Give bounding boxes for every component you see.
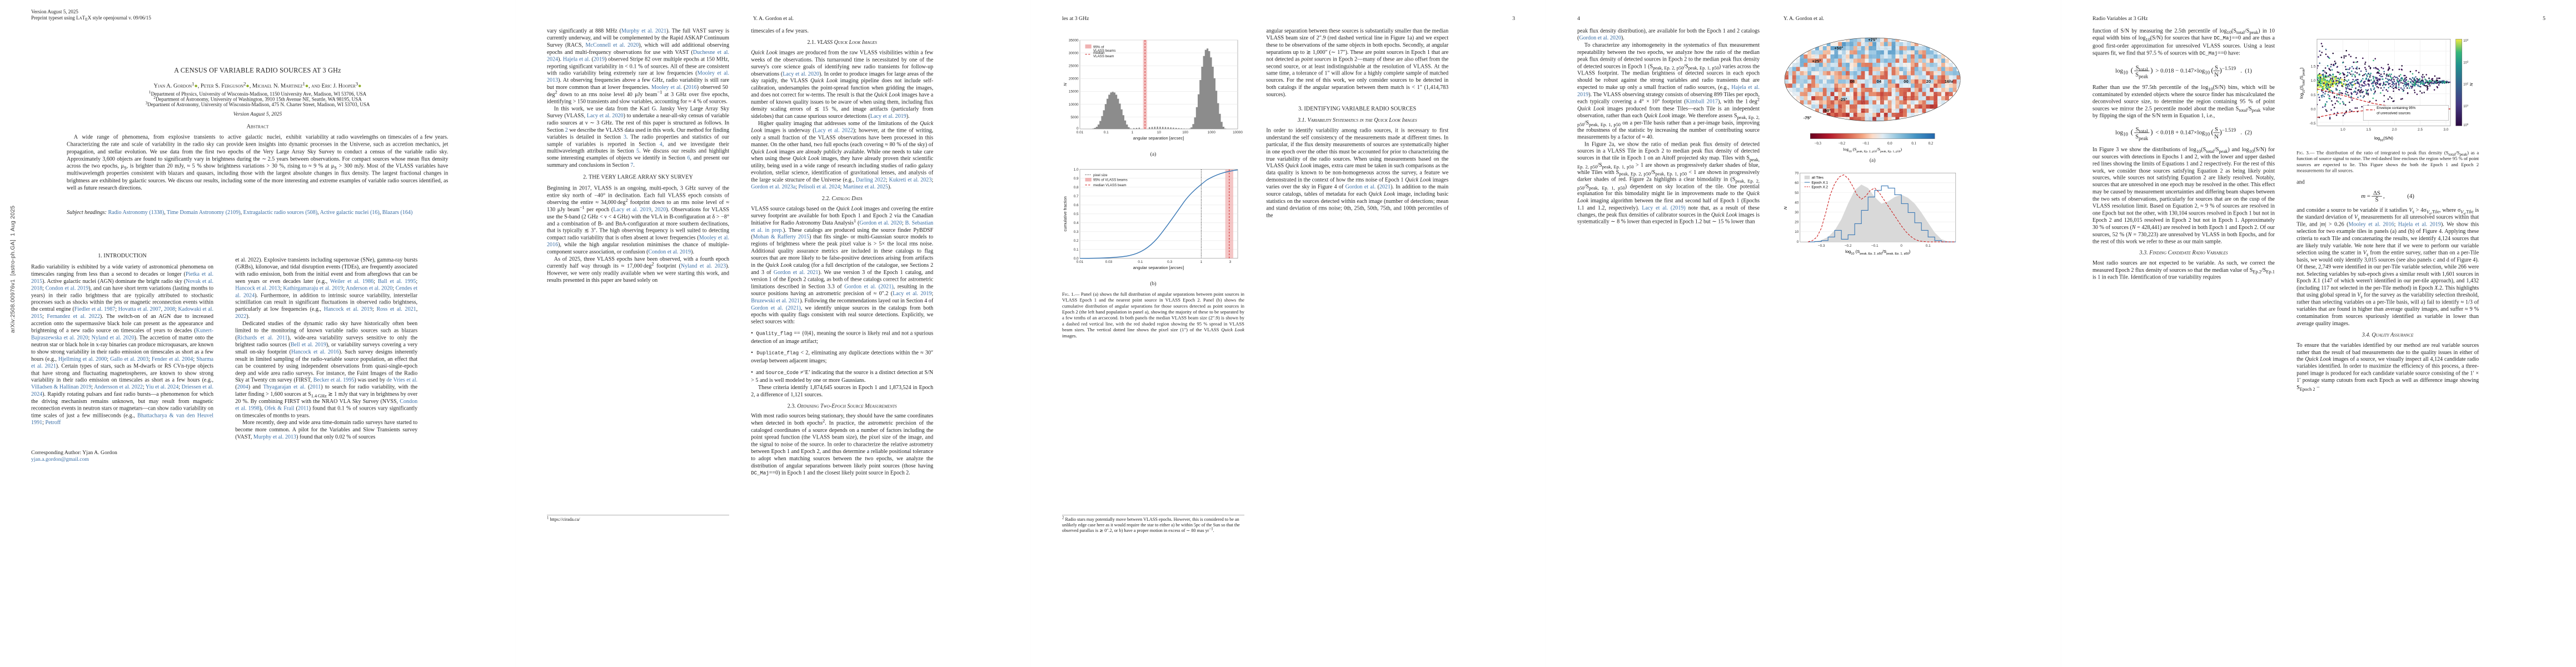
svg-text:0.3: 0.3 (1167, 260, 1172, 264)
svg-text:1: 1 (1200, 260, 1203, 264)
svg-text:angular separation [arcsec]: angular separation [arcsec] (1133, 136, 1184, 141)
svg-text:0.1: 0.1 (1926, 244, 1931, 248)
svg-text:0.5: 0.5 (1074, 212, 1079, 216)
svg-text:0.0: 0.0 (2311, 107, 2316, 111)
svg-text:0.8: 0.8 (1074, 186, 1079, 190)
svg-text:30: 30 (1795, 211, 1799, 215)
svg-text:95% of VLASS beams: 95% of VLASS beams (1093, 178, 1128, 182)
svg-text:1.5: 1.5 (2366, 128, 2371, 132)
svg-text:N: N (1783, 206, 1788, 210)
svg-text:−0.1: −0.1 (1862, 142, 1869, 146)
svg-text:16hr: 16hr (1945, 79, 1954, 84)
svg-text:101: 101 (2463, 103, 2469, 108)
svg-text:2.5: 2.5 (2418, 128, 2423, 132)
svg-text:1.0: 1.0 (2311, 79, 2316, 83)
svg-text:0.0: 0.0 (1887, 142, 1892, 146)
svg-text:00: 00 (1904, 79, 1908, 84)
svg-text:70: 70 (1795, 171, 1799, 175)
svg-text:100: 100 (1182, 131, 1188, 135)
svg-text:1000: 1000 (1208, 131, 1216, 135)
svg-text:3: 3 (1229, 260, 1232, 264)
svg-text:-25°: -25° (1839, 97, 1847, 102)
svg-text:0.6: 0.6 (1074, 203, 1079, 207)
svg-text:20: 20 (1795, 220, 1799, 224)
svg-text:median VLASS beam: median VLASS beam (1093, 183, 1127, 187)
svg-text:-75°: -75° (1803, 115, 1811, 120)
svg-text:0.01: 0.01 (1077, 260, 1084, 264)
svg-text:1: 1 (1132, 131, 1134, 135)
svg-text:10: 10 (1157, 131, 1162, 135)
svg-text:N: N (2469, 83, 2474, 86)
svg-text:cumulative fraction: cumulative fraction (1063, 196, 1068, 231)
svg-text:5000: 5000 (1070, 116, 1079, 120)
svg-text:+25°: +25° (1812, 58, 1821, 63)
svg-text:pixel size: pixel size (1093, 173, 1108, 177)
svg-text:−0.3: −0.3 (1818, 244, 1825, 248)
svg-text:0.1: 0.1 (1138, 260, 1143, 264)
svg-text:Epoch X.1: Epoch X.1 (1812, 181, 1828, 185)
svg-text:40: 40 (1795, 201, 1799, 205)
svg-text:0.9: 0.9 (1074, 177, 1079, 181)
svg-text:0.4: 0.4 (1074, 221, 1079, 225)
svg-text:25000: 25000 (1069, 64, 1079, 68)
svg-text:log10 (Speak, Ep. 2, p50/Speak: log10 (Speak, Ep. 2, p50/Speak, Ep. 1, p… (1845, 249, 1911, 255)
svg-text:0: 0 (1077, 127, 1079, 131)
svg-text:3.0: 3.0 (2444, 128, 2449, 132)
svg-text:10000: 10000 (1233, 131, 1243, 135)
svg-text:−0.3: −0.3 (1815, 142, 1822, 146)
svg-text:0.1: 0.1 (1911, 142, 1916, 146)
svg-text:+75°: +75° (1868, 37, 1877, 42)
svg-text:−0.2: −0.2 (1845, 244, 1852, 248)
svg-text:10000: 10000 (1069, 103, 1079, 107)
svg-text:−0.2: −0.2 (1838, 142, 1846, 146)
svg-text:Envelope containing 95%: Envelope containing 95% (2376, 106, 2416, 110)
svg-text:20: 20 (1926, 79, 1931, 84)
svg-text:104: 104 (2463, 38, 2469, 43)
svg-text:0: 0 (1900, 244, 1902, 248)
svg-text:10: 10 (1795, 230, 1799, 234)
svg-text:20000: 20000 (1069, 77, 1079, 81)
svg-text:0.1: 0.1 (1104, 131, 1109, 135)
svg-text:08: 08 (1850, 79, 1855, 84)
svg-text:30000: 30000 (1069, 51, 1079, 55)
svg-text:VLASS beam: VLASS beam (1093, 54, 1114, 58)
svg-text:+50°: +50° (1834, 46, 1843, 51)
svg-text:angular separation [arcsec]: angular separation [arcsec] (1133, 265, 1184, 270)
svg-text:0.2: 0.2 (1074, 239, 1079, 243)
svg-text:102: 102 (2463, 82, 2469, 87)
svg-text:Epoch X.2: Epoch X.2 (1812, 185, 1828, 189)
svg-text:-0.5: -0.5 (2310, 122, 2316, 126)
svg-text:15000: 15000 (1069, 90, 1079, 94)
svg-text:0.5: 0.5 (2311, 93, 2316, 97)
svg-text:0.03: 0.03 (1105, 260, 1113, 264)
svg-text:35000: 35000 (1069, 38, 1079, 42)
svg-text:log10 (Speak, Ep. 2, p50/Speak: log10 (Speak, Ep. 2, p50/Speak, Ep. 1, p… (1843, 147, 1902, 153)
svg-text:1.0: 1.0 (1074, 168, 1079, 172)
svg-text:N: N (1063, 83, 1068, 86)
svg-text:103: 103 (2463, 60, 2469, 65)
svg-text:04: 04 (1877, 79, 1882, 84)
svg-text:0.7: 0.7 (1074, 195, 1079, 198)
svg-text:1.0: 1.0 (2340, 128, 2345, 132)
svg-text:50: 50 (1795, 191, 1799, 195)
svg-text:100: 100 (2463, 123, 2469, 128)
svg-text:0.3: 0.3 (1074, 230, 1079, 234)
svg-text:log10(Stotal/Speak): log10(Stotal/Speak) (2299, 67, 2305, 99)
svg-text:log10(S/N): log10(S/N) (2374, 136, 2394, 142)
svg-text:−0.1: −0.1 (1871, 244, 1879, 248)
svg-text:all Tiles: all Tiles (1812, 176, 1823, 180)
svg-text:2.0: 2.0 (2392, 128, 2397, 132)
svg-text:0.2: 0.2 (1929, 142, 1934, 146)
svg-text:0.01: 0.01 (1077, 131, 1084, 135)
svg-text:60: 60 (1795, 181, 1799, 185)
svg-text:-50°: -50° (1823, 108, 1831, 113)
svg-text:of unresolved sources: of unresolved sources (2376, 112, 2410, 116)
svg-text:0.1: 0.1 (1074, 248, 1079, 252)
svg-text:0: 0 (1797, 240, 1799, 244)
svg-text:1.5: 1.5 (2311, 65, 2316, 69)
